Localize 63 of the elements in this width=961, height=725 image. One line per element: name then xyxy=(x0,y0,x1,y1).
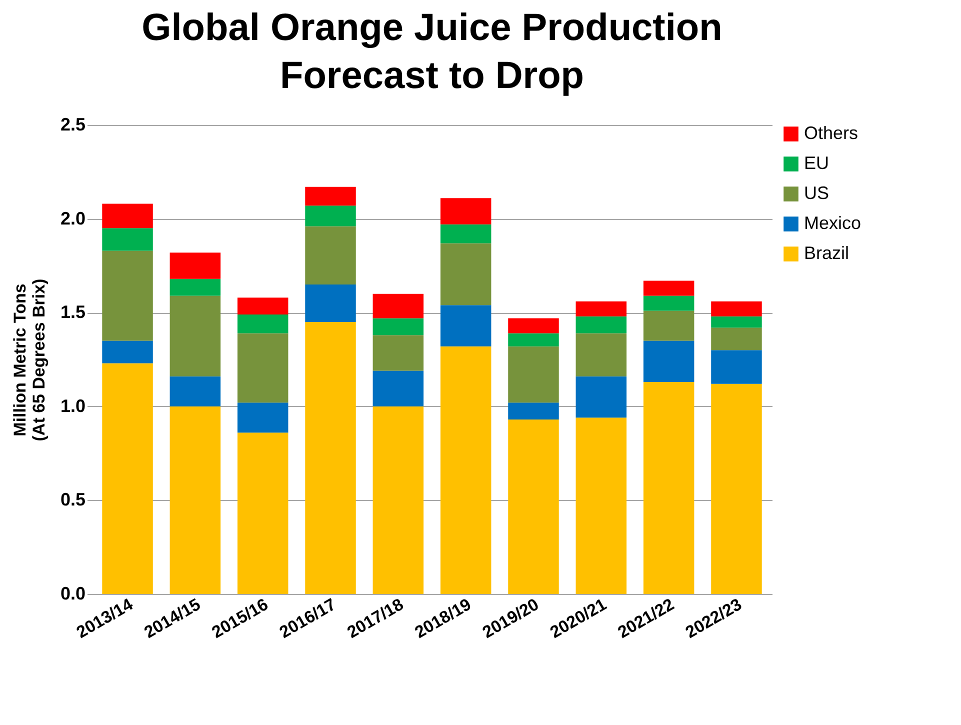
legend-label: Brazil xyxy=(804,243,850,263)
bar xyxy=(643,382,694,594)
bar xyxy=(576,301,627,316)
chart-title: Global Orange Juice Production Forecast to Drop xyxy=(142,7,722,97)
bar xyxy=(576,333,627,376)
bar xyxy=(643,296,694,311)
bar xyxy=(576,376,627,418)
bar xyxy=(170,252,221,279)
y-axis-title: Million Metric Tons (At 65 Degrees Brix) xyxy=(10,278,48,442)
bar xyxy=(576,316,627,334)
bar xyxy=(508,420,559,594)
y-tick-label: 2.0 xyxy=(60,208,86,228)
bar xyxy=(643,340,694,382)
bar xyxy=(711,316,762,328)
bar xyxy=(711,301,762,316)
bar xyxy=(372,294,424,318)
legend-label: US xyxy=(804,183,830,203)
bar xyxy=(102,204,153,228)
bar xyxy=(305,186,356,206)
legend-label: Mexico xyxy=(804,213,862,233)
y-tick-label: 0.5 xyxy=(60,490,86,510)
bar xyxy=(440,243,492,306)
bar xyxy=(102,363,153,594)
bar xyxy=(711,384,762,594)
bar xyxy=(508,402,559,420)
bar xyxy=(102,228,153,251)
bar xyxy=(711,350,762,384)
bar xyxy=(372,406,424,594)
bar xyxy=(102,250,153,341)
bar xyxy=(508,333,559,346)
bar xyxy=(305,322,356,594)
legend-label: EU xyxy=(804,153,830,173)
y-tick-label: 1.5 xyxy=(60,302,86,322)
bar xyxy=(305,226,356,284)
bar xyxy=(305,284,356,322)
bar xyxy=(440,305,492,346)
bar xyxy=(102,340,153,364)
bar xyxy=(440,224,492,244)
bar xyxy=(237,333,288,403)
y-tick-label: 2.5 xyxy=(60,114,86,134)
bar xyxy=(237,432,288,594)
bar xyxy=(372,318,424,336)
y-tick-label: 1.0 xyxy=(60,396,86,416)
bar xyxy=(440,198,492,224)
bar xyxy=(170,278,221,296)
bar xyxy=(372,335,424,371)
bar xyxy=(305,206,356,226)
bar xyxy=(170,376,221,406)
legend-label: Others xyxy=(804,123,858,143)
bar xyxy=(170,406,221,594)
y-tick-label: 0.0 xyxy=(60,584,86,604)
bar xyxy=(237,402,288,433)
bar xyxy=(372,370,424,406)
bar xyxy=(508,318,559,334)
bar xyxy=(643,310,694,341)
bar xyxy=(170,296,221,376)
bar xyxy=(643,280,694,296)
bar xyxy=(440,346,492,594)
bar xyxy=(508,346,559,403)
bar xyxy=(711,328,762,350)
bar xyxy=(576,418,627,594)
bar xyxy=(237,298,288,314)
bar xyxy=(237,314,288,334)
